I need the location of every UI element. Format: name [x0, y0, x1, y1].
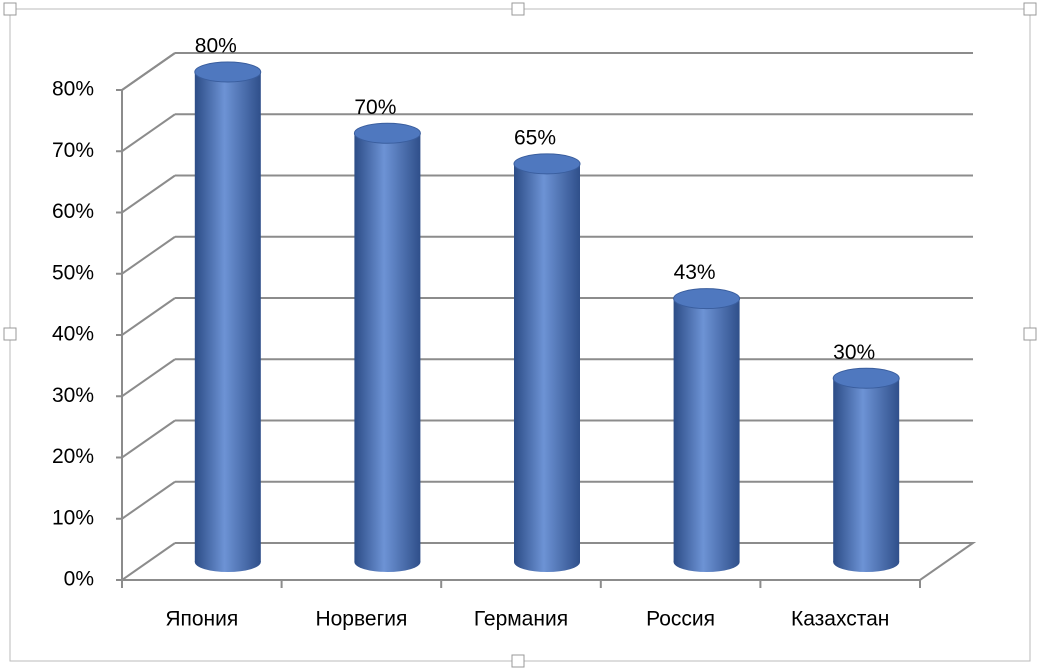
- grid-line: [121, 174, 176, 214]
- value-label: 30%: [833, 341, 875, 364]
- x-tick-label: Германия: [474, 608, 568, 631]
- y-tick-label: 10%: [52, 506, 94, 529]
- grid-line: [121, 480, 176, 520]
- grid-line: [121, 542, 176, 581]
- bar-bottom: [194, 552, 261, 572]
- bar-body: [833, 378, 900, 562]
- grid-line: [121, 52, 176, 91]
- handle[interactable]: [511, 2, 525, 16]
- value-label: 65%: [514, 126, 556, 149]
- bar: [194, 61, 262, 572]
- x-tick-label: Япония: [165, 608, 238, 631]
- bar-body: [673, 298, 740, 562]
- grid-line: [121, 358, 176, 398]
- bar-bottom: [354, 552, 421, 572]
- bar: [673, 288, 741, 572]
- y-tick-label: 0%: [64, 568, 94, 591]
- bar: [832, 367, 900, 572]
- y-tick-label: 60%: [52, 200, 94, 223]
- handle[interactable]: [3, 327, 17, 341]
- x-tick-label: Казахстан: [791, 608, 889, 631]
- value-label: 70%: [354, 96, 396, 119]
- bar: [513, 153, 581, 572]
- bar-top: [832, 367, 900, 389]
- bar-body: [354, 133, 421, 562]
- bar-body: [194, 72, 261, 562]
- handle[interactable]: [3, 2, 17, 16]
- grid-line: [121, 235, 176, 275]
- bar-top: [194, 61, 262, 83]
- bar-top: [353, 122, 421, 144]
- bar-top: [673, 288, 741, 310]
- y-tick-label: 20%: [52, 445, 94, 468]
- bar-top: [513, 153, 581, 175]
- y-tick-label: 80%: [52, 78, 94, 101]
- value-label: 43%: [674, 261, 716, 284]
- x-tick-label: Норвегия: [315, 608, 407, 631]
- bar-body: [514, 163, 580, 562]
- value-label: 80%: [195, 35, 237, 58]
- y-tick-label: 70%: [52, 139, 94, 162]
- y-tick-label: 40%: [52, 323, 94, 346]
- grid-line: [121, 297, 176, 336]
- grid-line: [121, 113, 176, 153]
- x-tick-label: Россия: [646, 608, 715, 631]
- handle[interactable]: [511, 654, 525, 668]
- handle[interactable]: [1023, 327, 1037, 341]
- bar-bottom: [833, 552, 900, 572]
- y-tick-label: 50%: [52, 261, 94, 284]
- y-tick-label: 30%: [52, 384, 94, 407]
- bar: [353, 122, 421, 572]
- handle[interactable]: [1023, 2, 1037, 16]
- bar-bottom: [514, 552, 580, 572]
- bar-bottom: [673, 552, 740, 572]
- grid-line: [121, 419, 176, 459]
